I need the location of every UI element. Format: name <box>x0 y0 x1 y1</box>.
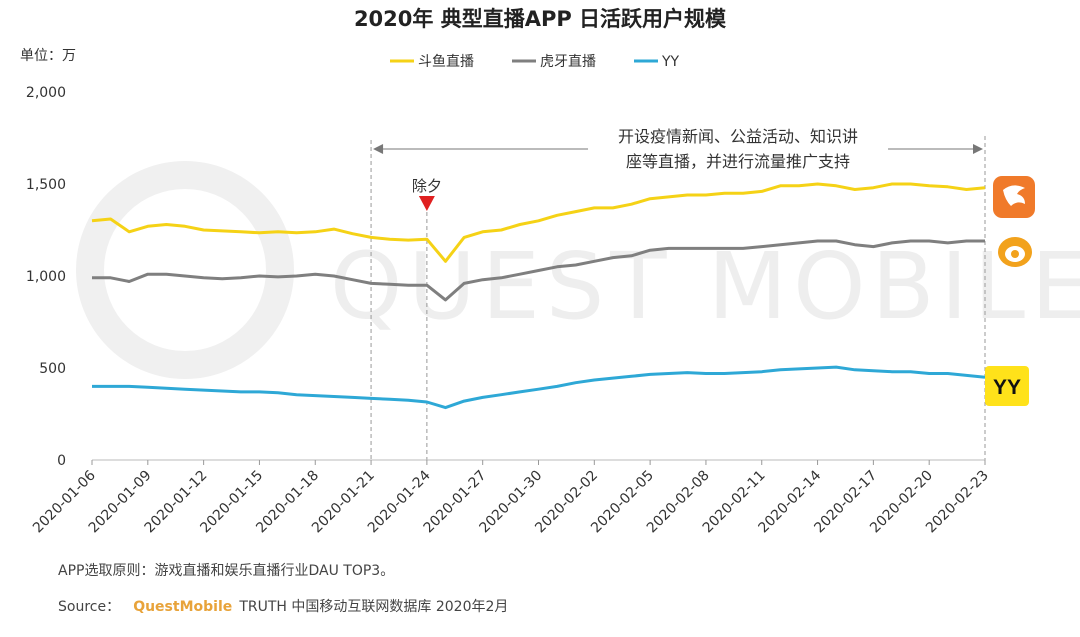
y-tick-label: 1,500 <box>26 177 66 193</box>
footer-source-text: TRUTH 中国移动互联网数据库 2020年2月 <box>238 599 508 615</box>
footer-criteria: APP选取原则：游戏直播和娱乐直播行业DAU TOP3。 <box>58 562 394 579</box>
range-label-line1: 开设疫情新闻、公益活动、知识讲 <box>618 127 858 146</box>
legend-label: YY <box>661 54 680 70</box>
chart-title: 2020年 典型直播APP 日活跃用户规模 <box>354 7 727 31</box>
eve-marker-icon <box>418 196 435 211</box>
x-axis: 2020-01-062020-01-092020-01-122020-01-15… <box>30 459 992 536</box>
yy-badge-text: YY <box>993 376 1021 399</box>
footer-source-label: Source： <box>58 599 120 615</box>
y-tick-label: 1,000 <box>26 269 66 285</box>
y-tick-label: 2,000 <box>26 85 66 101</box>
legend-label: 虎牙直播 <box>540 53 596 70</box>
legend-label: 斗鱼直播 <box>418 53 474 70</box>
arrow-head-right-icon <box>973 144 983 154</box>
footer-source-brand: QuestMobile <box>133 599 232 615</box>
annotation-group: 开设疫情新闻、公益活动、知识讲 座等直播，并进行流量推广支持 除夕 <box>370 127 986 460</box>
arrow-head-left-icon <box>373 144 384 154</box>
series-line-斗鱼直播 <box>91 182 986 263</box>
eve-label: 除夕 <box>412 177 442 195</box>
yy-logo-icon: YY <box>985 366 1029 406</box>
unit-label: 单位：万 <box>20 48 76 64</box>
watermark: QUEST MOBILE <box>76 161 1080 379</box>
series-line-虎牙直播 <box>92 239 985 302</box>
y-tick-label: 500 <box>39 361 66 377</box>
series-lines <box>91 182 986 410</box>
range-label-line2: 座等直播，并进行流量推广支持 <box>626 152 850 171</box>
douyu-logo-icon <box>993 176 1035 218</box>
y-axis: 0 500 1,000 1,500 2,000 <box>26 85 66 469</box>
footer-source: Source： QuestMobile TRUTH 中国移动互联网数据库 202… <box>58 596 508 615</box>
huya-logo-icon <box>998 237 1032 267</box>
series-line-YY <box>92 365 986 410</box>
legend: 斗鱼直播 虎牙直播 YY <box>390 53 680 70</box>
y-tick-label: 0 <box>57 453 66 469</box>
